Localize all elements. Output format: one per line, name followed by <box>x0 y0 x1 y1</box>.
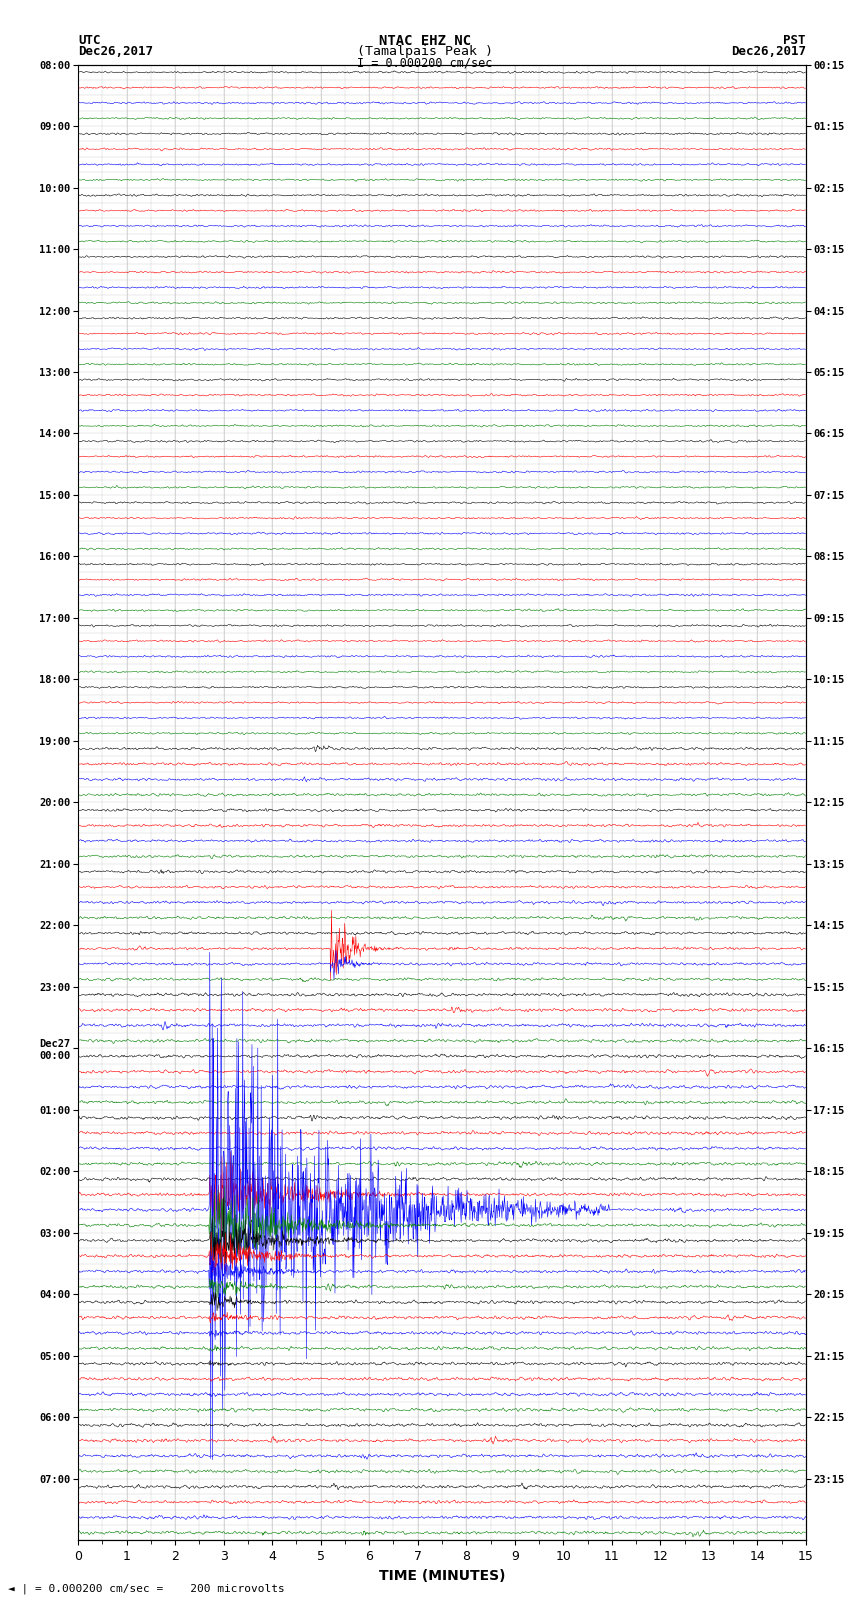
Text: Dec26,2017: Dec26,2017 <box>731 45 806 58</box>
Text: NTAC EHZ NC: NTAC EHZ NC <box>379 34 471 48</box>
Text: Dec26,2017: Dec26,2017 <box>78 45 153 58</box>
Text: PST: PST <box>784 34 806 47</box>
Text: (Tamalpais Peak ): (Tamalpais Peak ) <box>357 45 493 58</box>
Text: I = 0.000200 cm/sec: I = 0.000200 cm/sec <box>357 56 493 69</box>
Text: UTC: UTC <box>78 34 100 47</box>
Text: ◄ | = 0.000200 cm/sec =    200 microvolts: ◄ | = 0.000200 cm/sec = 200 microvolts <box>8 1582 286 1594</box>
X-axis label: TIME (MINUTES): TIME (MINUTES) <box>379 1569 505 1582</box>
